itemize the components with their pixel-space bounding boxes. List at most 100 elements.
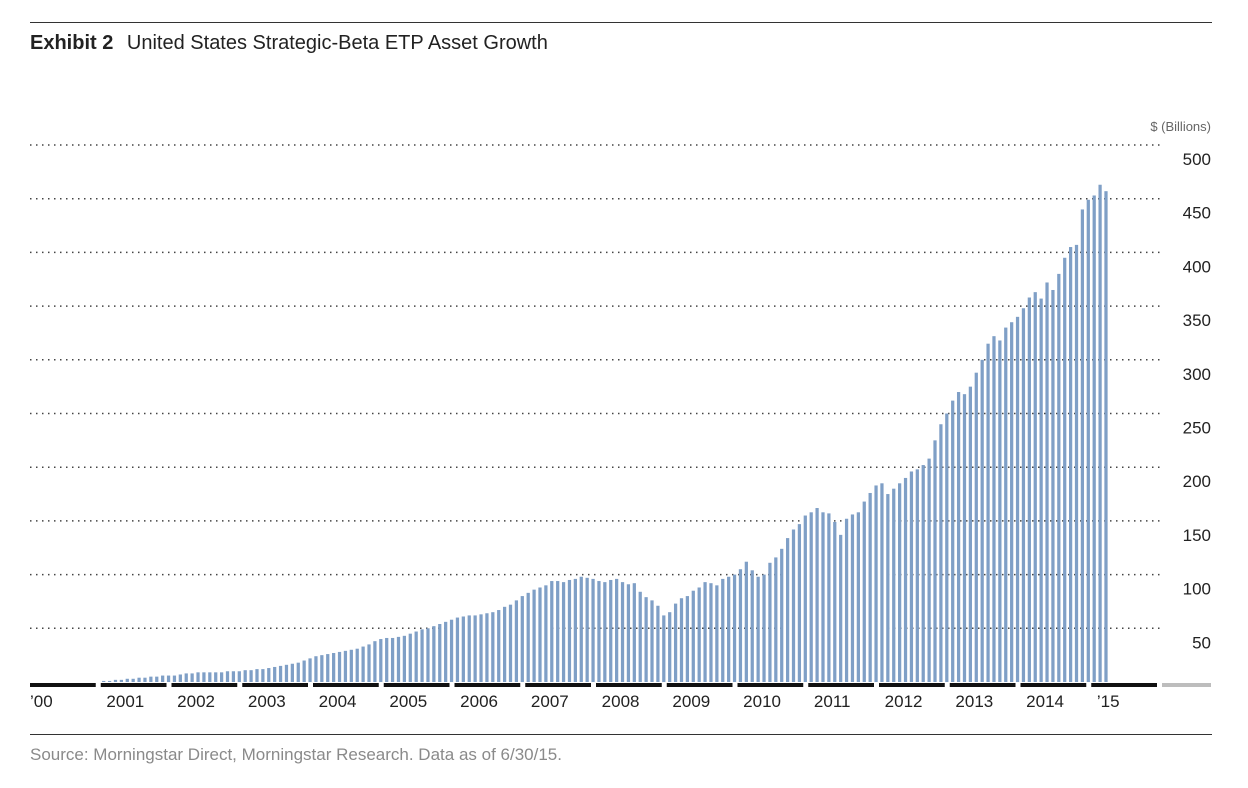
bar-174 [1057, 273, 1061, 682]
bar-138 [844, 518, 849, 682]
bar-160 [974, 372, 978, 682]
bar-86 [538, 587, 542, 682]
bar-65 [414, 631, 418, 682]
bar-170 [1033, 292, 1037, 682]
bar-60 [385, 637, 389, 682]
bar-16 [125, 678, 129, 682]
bar-52 [337, 651, 342, 682]
bar-74 [467, 615, 471, 682]
x-tick-label-1: 2001 [106, 692, 144, 711]
bar-161 [980, 359, 984, 682]
bar-35 [237, 671, 241, 682]
bar-145 [886, 494, 890, 682]
x-tick-label-2: 2002 [177, 692, 215, 711]
bar-83 [520, 596, 524, 682]
y-tick-label-300: 300 [1183, 365, 1211, 384]
bar-39 [261, 669, 265, 682]
x-tick-label-14: 2014 [1026, 692, 1064, 711]
bar-85 [532, 589, 536, 682]
y-tick-label-150: 150 [1183, 526, 1211, 545]
bar-series [102, 184, 1108, 683]
bar-79 [497, 610, 501, 682]
bar-81 [508, 604, 513, 682]
bar-29 [202, 672, 206, 682]
bar-139 [850, 514, 855, 682]
bar-136 [833, 521, 837, 682]
bar-12 [102, 680, 106, 682]
bar-140 [856, 512, 860, 682]
chart-header: Exhibit 2 United States Strategic-Beta E… [30, 32, 548, 55]
bar-179 [1086, 199, 1090, 683]
bar-53 [343, 650, 348, 682]
bar-109 [673, 603, 678, 682]
bar-18 [137, 677, 141, 682]
bar-152 [927, 458, 931, 682]
bar-42 [278, 665, 283, 682]
bar-27 [190, 673, 194, 682]
bar-130 [797, 524, 802, 682]
x-tick-label-12: 2012 [885, 692, 923, 711]
bar-107 [662, 615, 666, 682]
y-tick-label-450: 450 [1183, 204, 1211, 223]
bar-118 [727, 576, 731, 682]
bar-36 [243, 670, 247, 682]
bar-88 [550, 581, 554, 682]
bar-149 [909, 471, 914, 682]
bar-94 [585, 577, 589, 682]
bar-182 [1104, 191, 1108, 682]
bar-128 [785, 538, 790, 682]
x-axis-segment-2 [171, 683, 238, 687]
x-axis-segment-10 [737, 683, 804, 687]
bar-164 [998, 340, 1002, 682]
bar-72 [455, 617, 460, 682]
bar-87 [544, 585, 548, 682]
bar-155 [945, 413, 949, 682]
x-axis-segment-11 [808, 683, 874, 687]
bar-37 [249, 670, 253, 682]
x-tick-label-5: 2005 [389, 692, 427, 711]
bar-153 [933, 440, 937, 682]
bar-181 [1098, 184, 1102, 682]
bar-14 [113, 679, 118, 682]
y-axis-ticks: 50 100 150 200 250 300 350 400 450 500 [1183, 150, 1211, 652]
bar-133 [815, 508, 819, 682]
bar-135 [827, 513, 831, 682]
bar-98 [609, 579, 613, 682]
bar-73 [461, 616, 465, 682]
x-axis-ticks: ’00 2001 2002 2003 2004 2005 2006 2007 2008 2009 2… [30, 692, 1120, 711]
bar-chart: 50 100 150 200 250 300 350 400 450 500 ’00 2001 200… [30, 119, 1211, 711]
x-axis-future-segment [1162, 683, 1211, 687]
bar-62 [396, 636, 401, 682]
bar-112 [691, 590, 695, 682]
bar-127 [780, 548, 784, 682]
bar-173 [1051, 289, 1055, 682]
bar-78 [491, 612, 495, 682]
bar-157 [956, 392, 961, 682]
bar-66 [420, 629, 424, 682]
bar-116 [715, 585, 719, 682]
x-tick-label-0: ’00 [30, 692, 53, 711]
bar-15 [119, 679, 124, 682]
x-tick-label-10: 2010 [743, 692, 781, 711]
bar-30 [208, 672, 212, 682]
x-tick-label-9: 2009 [672, 692, 710, 711]
bar-80 [502, 606, 507, 682]
bar-100 [620, 582, 625, 682]
y-tick-label-350: 350 [1183, 311, 1211, 330]
bar-141 [862, 501, 866, 682]
top-rule [30, 22, 1212, 23]
y-axis-unit-label: $ (Billions) [1150, 119, 1211, 134]
bar-120 [738, 569, 743, 682]
bar-25 [178, 674, 182, 682]
bar-24 [172, 675, 177, 682]
x-axis [30, 683, 1211, 687]
bar-156 [951, 400, 955, 682]
x-tick-label-11: 2011 [814, 692, 851, 711]
bar-28 [196, 672, 200, 682]
bar-22 [161, 675, 165, 682]
bar-95 [591, 578, 595, 682]
bar-101 [626, 584, 631, 682]
bar-99 [615, 578, 619, 682]
bar-169 [1027, 297, 1031, 682]
x-tick-label-8: 2008 [602, 692, 640, 711]
